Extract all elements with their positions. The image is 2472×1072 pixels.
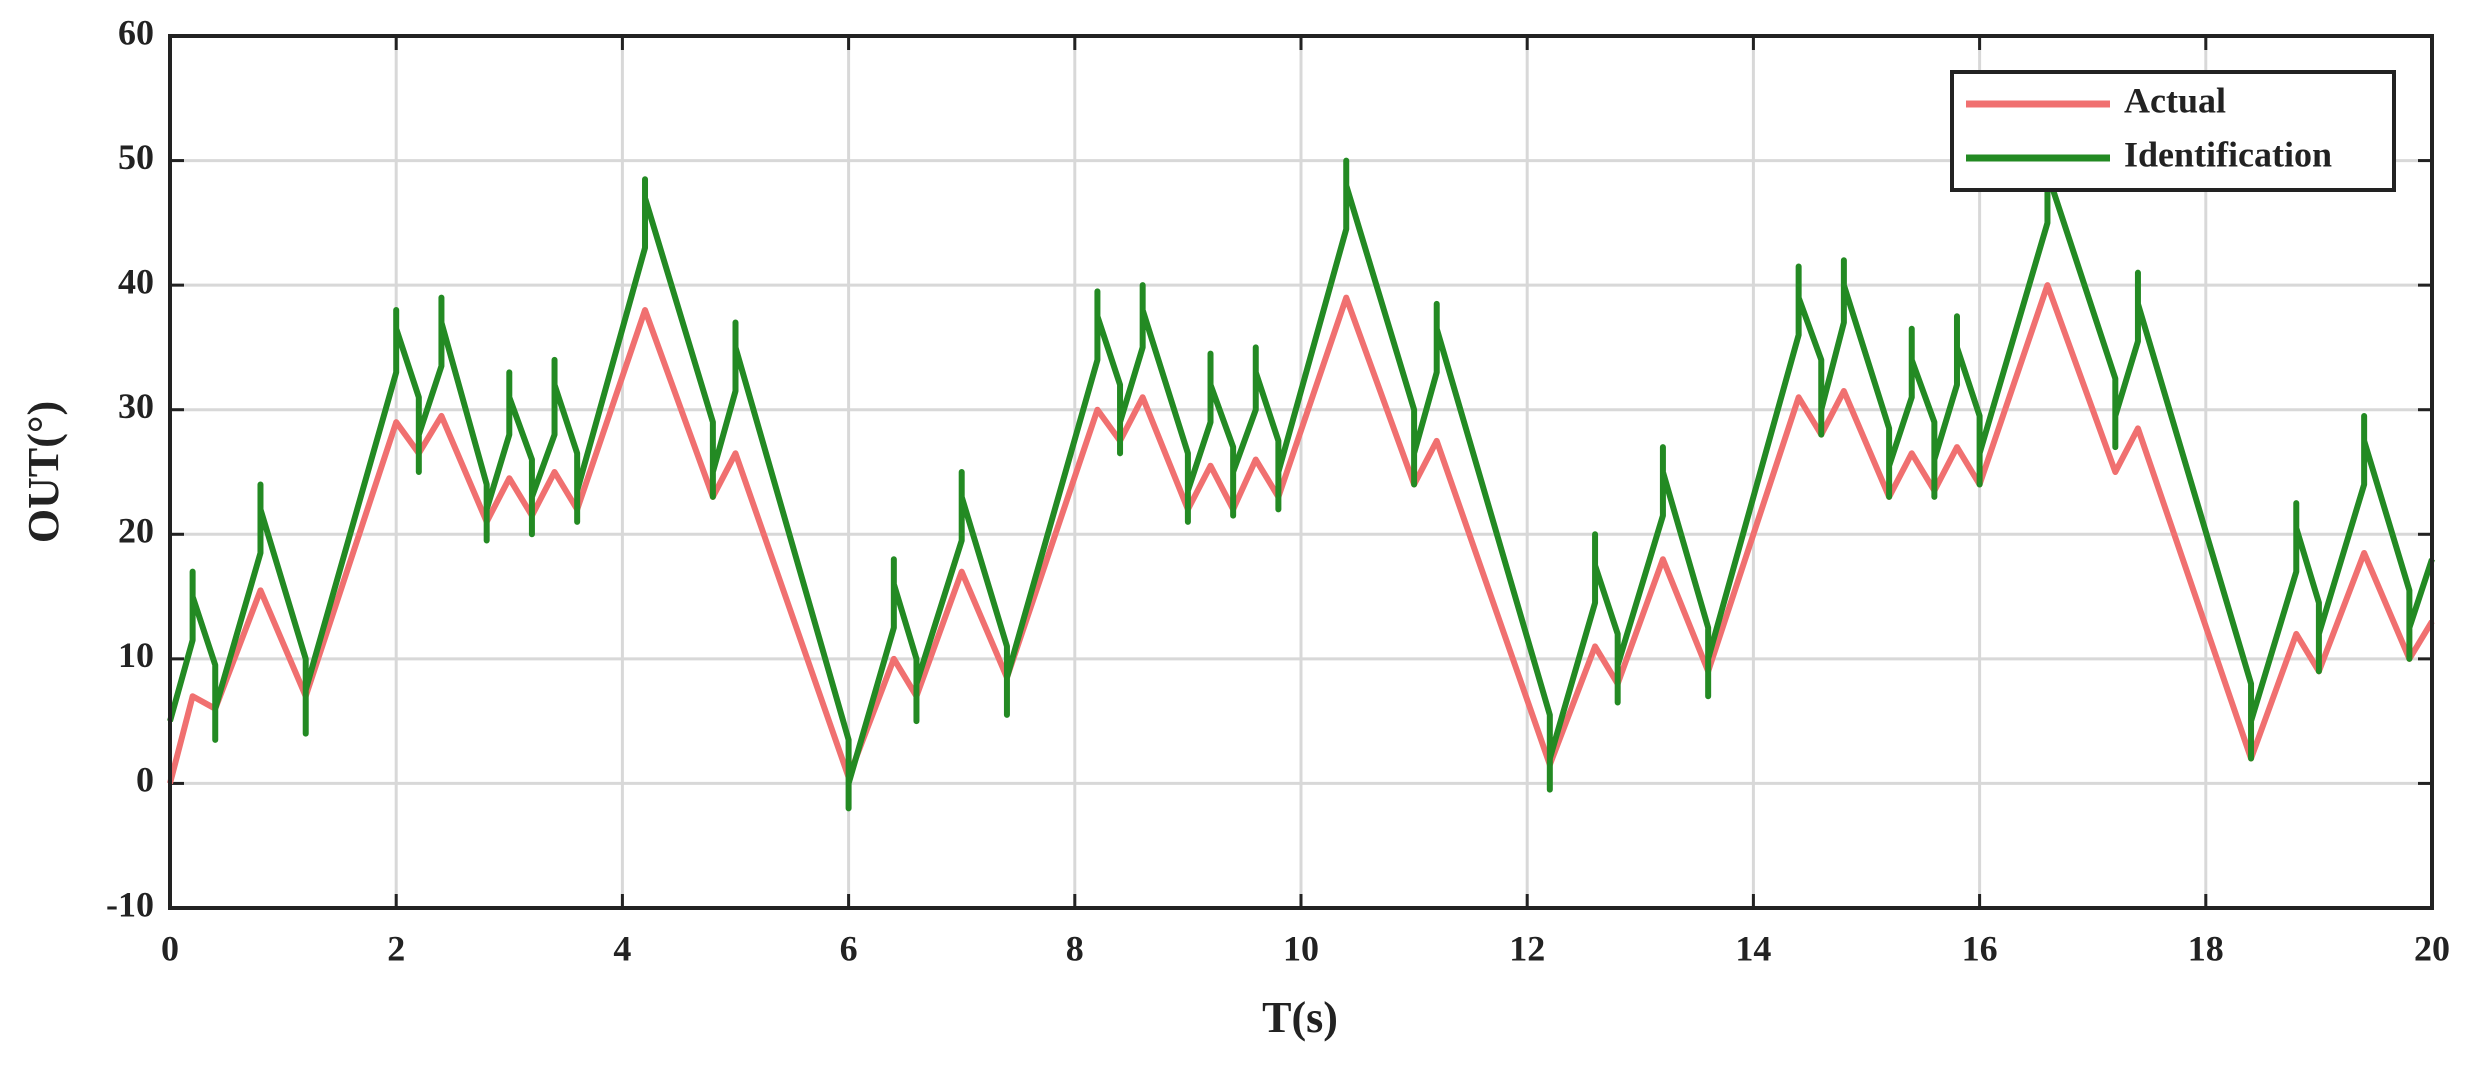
y-axis-label: OUT(°) (19, 401, 68, 543)
y-tick-label: 30 (118, 386, 154, 426)
legend-box (1950, 70, 2396, 192)
x-tick-label: 4 (613, 928, 631, 968)
y-tick-label: 50 (118, 137, 154, 177)
y-tick-label: 60 (118, 12, 154, 52)
y-tick-label: 10 (118, 635, 154, 675)
x-tick-label: 18 (2188, 928, 2224, 968)
x-tick-label: 6 (840, 928, 858, 968)
x-tick-label: 0 (161, 928, 179, 968)
x-tick-label: 10 (1283, 928, 1319, 968)
plot-frame (168, 34, 2434, 910)
y-tick-label: -10 (106, 884, 154, 924)
series-line (167, 145, 2435, 812)
legend-label: Actual (2124, 80, 2226, 120)
x-tick-label: 20 (2414, 928, 2450, 968)
x-tick-label: 2 (387, 928, 405, 968)
x-tick-label: 14 (1735, 928, 1771, 968)
x-axis-label: T(s) (1262, 993, 1338, 1042)
x-tick-label: 16 (1962, 928, 1998, 968)
y-tick-label: 20 (118, 511, 154, 551)
y-tick-label: 0 (136, 760, 154, 800)
y-tick-label: 40 (118, 261, 154, 301)
series-line (167, 282, 2435, 785)
legend-label: Identification (2124, 134, 2332, 174)
x-tick-label: 12 (1509, 928, 1545, 968)
x-tick-label: 8 (1066, 928, 1084, 968)
